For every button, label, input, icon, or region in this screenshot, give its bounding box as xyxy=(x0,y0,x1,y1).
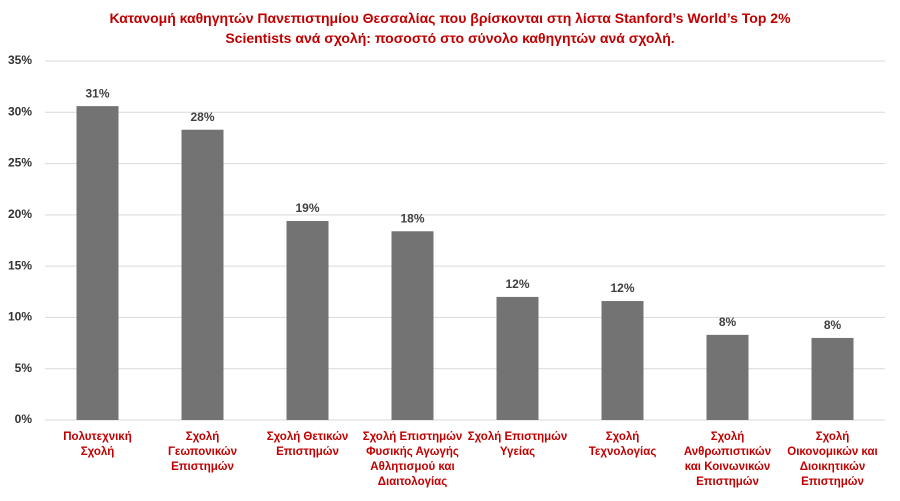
bar xyxy=(811,337,854,420)
data-label: 31% xyxy=(85,86,109,100)
bar xyxy=(601,301,644,420)
data-label: 8% xyxy=(719,315,737,329)
x-tick-label: Σχολή Επιστημών Φυσικής Αγωγής Αθλητισμο… xyxy=(362,431,463,488)
y-tick-label: 0% xyxy=(15,412,33,426)
y-tick-label: 35% xyxy=(8,53,32,67)
bar xyxy=(286,221,329,420)
bar xyxy=(76,106,119,420)
data-label: 12% xyxy=(505,277,529,291)
x-tick-label: Σχολή Οικονομικών και Διοικητικών Επιστη… xyxy=(787,431,878,488)
chart-title: Κατανομή καθηγητών Πανεπιστημίου Θεσσαλί… xyxy=(109,10,791,46)
x-tick-label: Πολυτεχνική Σχολή xyxy=(63,431,132,458)
y-tick-label: 10% xyxy=(8,310,32,324)
x-tick-label: Σχολή Ανθρωπιστικών και Κοινωνικών Επιστ… xyxy=(683,431,772,488)
y-tick-label: 5% xyxy=(15,361,33,375)
x-tick-label: Σχολή Γεωπονικών Επιστημών xyxy=(167,431,237,473)
data-label: 8% xyxy=(824,318,842,332)
y-tick-label: 25% xyxy=(8,156,32,170)
bar xyxy=(496,296,539,420)
y-tick-label: 20% xyxy=(8,207,32,221)
x-tick-label: Σχολή Επιστημών Υγείας xyxy=(467,431,568,458)
data-label: 18% xyxy=(400,211,424,225)
data-label: 19% xyxy=(295,201,319,215)
bar xyxy=(391,231,434,420)
data-label: 12% xyxy=(610,281,634,295)
y-tick-label: 15% xyxy=(8,258,32,272)
data-label: 28% xyxy=(190,110,214,124)
y-tick-label: 30% xyxy=(8,104,32,118)
bar xyxy=(181,129,224,421)
bar xyxy=(706,334,749,420)
x-tick-label: Σχολή Θετικών Επιστημών xyxy=(266,431,349,458)
x-tick-label: Σχολή Τεχνολογίας xyxy=(588,431,657,458)
